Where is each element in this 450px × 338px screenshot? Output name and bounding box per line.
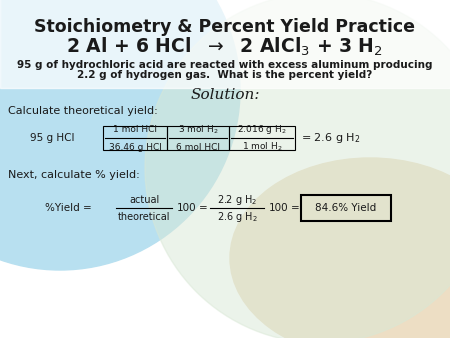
Bar <box>167 126 229 150</box>
Text: Stoichiometry & Percent Yield Practice: Stoichiometry & Percent Yield Practice <box>35 18 415 36</box>
Text: =: = <box>199 203 208 213</box>
Bar <box>229 126 295 150</box>
Text: =: = <box>291 203 300 213</box>
Circle shape <box>0 0 240 270</box>
Bar <box>103 126 167 150</box>
Ellipse shape <box>230 158 450 338</box>
Text: 3 mol H$_2$: 3 mol H$_2$ <box>178 124 218 136</box>
Text: Next, calculate % yield:: Next, calculate % yield: <box>8 170 140 180</box>
Text: 95 g of hydrochloric acid are reacted with excess aluminum producing: 95 g of hydrochloric acid are reacted wi… <box>17 60 433 70</box>
Text: 1 mol HCl: 1 mol HCl <box>113 125 157 135</box>
Text: 84.6% Yield: 84.6% Yield <box>315 203 377 213</box>
Text: 100: 100 <box>177 203 197 213</box>
Text: 2.2 g of hydrogen gas.  What is the percent yield?: 2.2 g of hydrogen gas. What is the perce… <box>77 70 373 80</box>
Text: actual: actual <box>129 195 159 205</box>
Text: 95 g HCl: 95 g HCl <box>30 133 75 143</box>
Bar <box>0 0 450 88</box>
Text: = 2.6 g H$_2$: = 2.6 g H$_2$ <box>301 131 360 145</box>
Text: 1 mol H$_2$: 1 mol H$_2$ <box>242 141 282 153</box>
Text: Solution:: Solution: <box>190 88 260 102</box>
Bar <box>301 195 391 221</box>
Text: 2.2 g H$_2$: 2.2 g H$_2$ <box>217 193 257 207</box>
Text: 2.016 g H$_2$: 2.016 g H$_2$ <box>237 123 287 137</box>
Text: 2 Al + 6 HCl  $\rightarrow$  2 AlCl$_3$ + 3 H$_2$: 2 Al + 6 HCl $\rightarrow$ 2 AlCl$_3$ + … <box>67 36 383 58</box>
Text: 2.6 g H$_2$: 2.6 g H$_2$ <box>216 210 257 224</box>
Text: theoretical: theoretical <box>118 212 170 222</box>
Text: Calculate theoretical yield:: Calculate theoretical yield: <box>8 106 158 116</box>
Text: 36.46 g HCl: 36.46 g HCl <box>108 143 162 151</box>
Text: 6 mol HCl: 6 mol HCl <box>176 143 220 151</box>
Text: 100: 100 <box>269 203 288 213</box>
Text: %Yield =: %Yield = <box>45 203 92 213</box>
Ellipse shape <box>145 0 450 338</box>
